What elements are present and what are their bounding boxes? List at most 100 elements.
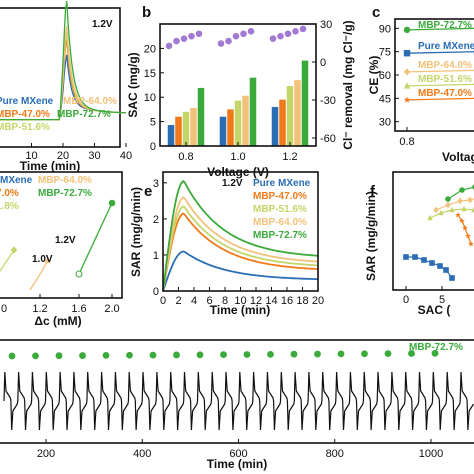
panel-e-legend-2: MBP-51.6% bbox=[253, 204, 307, 215]
panel-c-ytick-label: 60 bbox=[379, 70, 391, 82]
panel-b-bar-0-0 bbox=[167, 125, 175, 146]
panel-b-bar-0-1 bbox=[175, 116, 182, 146]
panel-g-retention-point bbox=[79, 352, 86, 359]
panel-b-bar-1-1 bbox=[227, 109, 234, 146]
panel-d-point-mbp72-low bbox=[75, 270, 83, 278]
panel-b-ytick-label: 15 bbox=[144, 68, 156, 80]
panel-b-cl-point-1-0 bbox=[217, 40, 225, 47]
panel-c-line-0 bbox=[406, 27, 474, 31]
panel-c-ytick-label: 75 bbox=[379, 47, 391, 59]
panel-e-xtick-label: 0 bbox=[160, 295, 166, 307]
panel-a-legend-pure: Pure MXene bbox=[0, 96, 54, 107]
panel-f-point-2-4 bbox=[471, 206, 474, 213]
panel-b-ytick-label: 0 bbox=[150, 141, 156, 153]
panel-f-point-0-1 bbox=[459, 187, 465, 193]
panel-c-legend-3: MBP-51.6% bbox=[418, 74, 472, 85]
panel-c-line-1 bbox=[406, 51, 474, 54]
panel-d-line-mbp64 bbox=[29, 259, 49, 291]
panel-e-ytick-label: 2 bbox=[153, 214, 159, 226]
panel-c-xlabel: Voltag bbox=[442, 150, 474, 164]
panel-b-ytick-label: 10 bbox=[144, 92, 156, 104]
panel-e-xtick-label: 16 bbox=[281, 295, 293, 307]
panel-c-point-0-0 bbox=[403, 26, 411, 34]
panel-f-point-4-4 bbox=[437, 263, 443, 269]
panel-d-annotation-12v: 1.2V bbox=[55, 235, 76, 246]
panel-f-xtick-label: 5 bbox=[439, 294, 445, 306]
panel-c-ytick-label: 45 bbox=[379, 93, 391, 105]
panel-d-xtick-label: 1.6 bbox=[71, 303, 86, 315]
panel-f-point-1-2 bbox=[457, 197, 463, 205]
panel-g-retention-point bbox=[220, 351, 227, 359]
panel-e-series-2 bbox=[162, 205, 319, 292]
panel-e-voltage-annotation: 1.2V bbox=[222, 178, 243, 189]
panel-e-label: e bbox=[144, 183, 152, 200]
panel-g-retention-point bbox=[149, 351, 157, 359]
panel-f-point-1-1 bbox=[445, 201, 451, 209]
panel-b-cl-point-0-0 bbox=[165, 42, 173, 50]
panel-f-ylabel: SAR (mg/g/min) bbox=[364, 191, 378, 281]
panel-f-point-1-0 bbox=[433, 206, 439, 214]
panel-b-cl-point-1-4 bbox=[247, 28, 255, 35]
panel-f-point-1-3 bbox=[467, 196, 473, 204]
panel-e-ytick-label: 1 bbox=[153, 250, 159, 262]
panel-d-line-mbp72 bbox=[78, 202, 113, 275]
panel-f-point-4-2 bbox=[421, 257, 427, 263]
panel-c-label: c bbox=[372, 4, 380, 21]
panel-e-series-4 bbox=[162, 179, 319, 292]
panel-g-xtick-label: 400 bbox=[133, 448, 151, 460]
panel-f-point-4-6 bbox=[449, 275, 455, 281]
panel-b-cl-point-2-3 bbox=[292, 28, 299, 35]
panel-f-point-4-3 bbox=[429, 260, 435, 266]
panel-c-legend-1: Pure MXene bbox=[418, 41, 474, 52]
panel-a-xtick-label: 40 bbox=[120, 150, 132, 162]
panel-e-xtick-label: 2 bbox=[175, 295, 181, 307]
panel-a-xtick-label: 20 bbox=[57, 150, 69, 162]
panel-b-ytick-right-label: -30 bbox=[320, 95, 336, 107]
panel-f-point-4-1 bbox=[412, 254, 418, 260]
panel-e-xtick-label: 12 bbox=[250, 295, 262, 307]
panel-b-label: b bbox=[142, 4, 151, 21]
panel-f-point-2-2 bbox=[449, 206, 455, 213]
panel-e-xtick-label: 6 bbox=[206, 295, 212, 307]
panel-b-cl-point-2-0 bbox=[269, 35, 277, 42]
panel-b-bar-1-3 bbox=[242, 95, 249, 146]
panel-g-retention-point bbox=[55, 352, 63, 360]
panel-b-cl-point-1-1 bbox=[225, 37, 232, 45]
panel-b-bar-1-2 bbox=[234, 100, 242, 146]
panel-f-point-2-3 bbox=[461, 205, 467, 212]
panel-f-point-0-0 bbox=[445, 196, 451, 202]
panel-b-cl-point-1-3 bbox=[240, 30, 247, 38]
panel-e-xtick-label: 20 bbox=[312, 295, 324, 307]
panel-b-bar-1-0 bbox=[219, 116, 227, 146]
panel-c-line-2 bbox=[406, 69, 474, 73]
panel-a-legend-mbp51: MBP-51.6% bbox=[0, 122, 50, 133]
panel-g-xtick-label: 800 bbox=[326, 448, 344, 460]
panel-g-cycling-curve bbox=[3, 371, 474, 431]
panel-b-cl-point-0-4 bbox=[195, 30, 203, 38]
panel-e-legend-4: MBP-72.7% bbox=[253, 230, 307, 241]
panel-b-cl-point-2-1 bbox=[277, 32, 284, 40]
panel-c-line-3 bbox=[406, 83, 474, 87]
panel-f-label: f bbox=[370, 183, 376, 200]
panel-g-xtick-label: 200 bbox=[37, 448, 55, 460]
panel-g-retention-point bbox=[384, 350, 392, 357]
panel-b-bar-0-2 bbox=[182, 111, 190, 146]
panel-b-cl-point-0-3 bbox=[188, 32, 195, 40]
panel-b-cl-point-0-2 bbox=[180, 35, 188, 42]
panel-c-ylabel: CE (%) bbox=[367, 56, 381, 95]
panel-d-frame bbox=[0, 171, 123, 299]
panel-b-cl-point-2-4 bbox=[299, 25, 307, 33]
panel-f-point-3-1 bbox=[459, 217, 465, 224]
panel-d-point-mbp64 bbox=[44, 256, 52, 263]
panel-f-xlabel: SAC ( bbox=[418, 303, 451, 317]
panel-a-series-4 bbox=[0, 1, 126, 121]
panel-d-point-mbp51 bbox=[10, 246, 18, 254]
panel-b-ylabel: SAC (mg/g) bbox=[126, 52, 140, 117]
panel-g-retention-point bbox=[267, 350, 274, 358]
panel-b-cl-point-1-2 bbox=[232, 32, 240, 40]
panel-b-bar-2-3 bbox=[294, 80, 301, 146]
panel-d-xtick-label: 1.2 bbox=[32, 303, 47, 315]
panel-b-ytick-label: 5 bbox=[150, 117, 156, 129]
panel-a-frame bbox=[0, 7, 121, 148]
